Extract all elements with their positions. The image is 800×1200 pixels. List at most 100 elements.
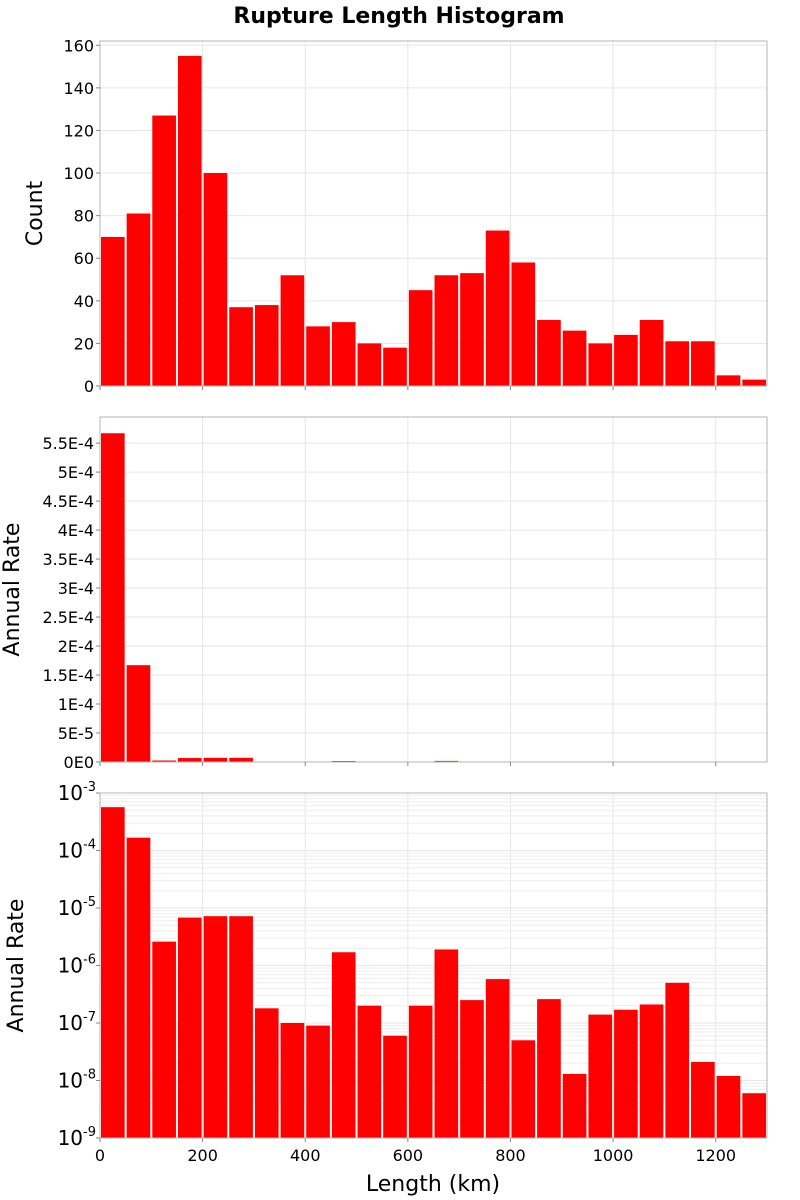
histogram-bar (742, 379, 766, 386)
y-tick-exponent: -5 (83, 895, 96, 910)
y-axis-label: Annual Rate (4, 899, 29, 1033)
histogram-bar (177, 55, 202, 386)
histogram-bar (229, 307, 253, 386)
histogram-bar (229, 757, 253, 762)
histogram-bar (408, 1005, 433, 1138)
histogram-bar (152, 760, 176, 762)
y-tick-exponent: -3 (83, 780, 96, 795)
histogram-bar (665, 982, 690, 1138)
y-tick-label: 4.5E-4 (42, 492, 94, 511)
x-tick-label: 1200 (695, 1146, 736, 1165)
x-tick-label: 800 (495, 1146, 526, 1165)
histogram-bar (254, 305, 279, 386)
histogram-bar (280, 275, 305, 386)
histogram-bar (511, 1040, 536, 1138)
histogram-bar (562, 1073, 587, 1138)
histogram-bar (357, 1005, 382, 1138)
y-tick-mantissa: 10 (58, 954, 83, 978)
histogram-bar (101, 236, 125, 386)
x-tick-label: 200 (187, 1146, 218, 1165)
y-tick-label: 100 (63, 164, 94, 183)
histogram-bar (306, 1025, 330, 1138)
histogram-bar (614, 1009, 638, 1138)
histogram-bar (434, 949, 459, 1138)
histogram-bar (177, 758, 202, 762)
y-tick-label: 10-6 (58, 953, 96, 978)
y-tick-label: 4E-4 (58, 521, 94, 540)
annual-rate-linear-panel: 0E0 5E-5 1E-4 1.5E-4 2E-4 2.5E-4 3E-4 3.5E-4 4E-… (0, 416, 768, 772)
y-tick-label: 5E-5 (58, 724, 94, 743)
histogram-bar (203, 757, 228, 762)
y-tick-label: 120 (63, 121, 94, 140)
histogram-bar (408, 290, 433, 386)
histogram-bar (588, 343, 613, 386)
histogram-bar (101, 807, 125, 1138)
histogram-bar (254, 1008, 279, 1138)
histogram-bar (434, 760, 459, 762)
y-tick-mantissa: 10 (58, 781, 83, 805)
y-tick-label: 160 (63, 36, 94, 55)
histogram-bar (537, 999, 561, 1138)
y-tick-exponent: -8 (83, 1068, 96, 1083)
histogram-bar (126, 665, 151, 762)
y-tick-exponent: -9 (83, 1125, 96, 1140)
chart-title: Rupture Length Histogram (233, 4, 564, 29)
y-tick-label: 10-7 (58, 1010, 96, 1035)
histogram-bar (177, 917, 202, 1138)
histogram-bar (331, 952, 356, 1138)
x-axis-label: Length (km) (366, 1172, 500, 1197)
x-tick-label: 400 (290, 1146, 321, 1165)
y-tick-label: 80 (74, 207, 94, 226)
histogram-bar (562, 330, 587, 386)
y-tick-label: 10-5 (58, 895, 96, 920)
y-tick-exponent: -7 (83, 1010, 96, 1025)
y-tick-label: 10-4 (58, 838, 96, 863)
x-tick-label: 1000 (593, 1146, 634, 1165)
y-tick-exponent: -4 (83, 838, 96, 853)
histogram-bar (383, 1035, 407, 1138)
histogram-bar (588, 1014, 613, 1138)
plot-frame (99, 416, 768, 763)
y-tick-label: 5.5E-4 (42, 434, 94, 453)
y-tick-label: 2.5E-4 (42, 608, 94, 627)
y-tick-mantissa: 10 (58, 1011, 83, 1035)
histogram-bar (331, 322, 356, 386)
histogram-bar (639, 1004, 664, 1138)
y-axis-label: Annual Rate (0, 523, 25, 657)
y-tick-label: 140 (63, 79, 94, 98)
histogram-bar (434, 275, 459, 386)
y-tick-label: 2E-4 (58, 637, 94, 656)
histogram-bar (691, 341, 715, 386)
histogram-bar (152, 115, 176, 386)
y-tick-label: 1E-4 (58, 695, 94, 714)
histogram-bar (383, 347, 407, 386)
y-tick-mantissa: 10 (58, 1069, 83, 1093)
y-tick-label: 0 (84, 377, 94, 396)
y-tick-label: 20 (74, 334, 94, 353)
x-tick-label: 600 (393, 1146, 424, 1165)
histogram-bar (614, 334, 638, 386)
histogram-bar (126, 837, 151, 1138)
y-tick-label: 0E0 (64, 753, 94, 772)
histogram-bar (485, 230, 510, 386)
histogram-bar (691, 1061, 715, 1138)
y-tick-label: 60 (74, 249, 94, 268)
histogram-bar (716, 375, 741, 386)
y-axis-label: Count (23, 180, 48, 246)
histogram-bar (485, 979, 510, 1138)
y-tick-label: 3.5E-4 (42, 550, 94, 569)
histogram-bar (229, 916, 253, 1138)
histogram-bar (639, 319, 664, 386)
histogram-bar (203, 173, 228, 386)
histogram-bar (742, 1093, 766, 1138)
histogram-bar (357, 343, 382, 386)
y-tick-label: 10-8 (58, 1068, 96, 1093)
histogram-bar (101, 433, 125, 762)
histogram-bar (460, 273, 484, 386)
count-panel: 0 20 40 60 80 100 120 140 160 Count (23, 36, 768, 396)
y-tick-label: 10-3 (58, 780, 96, 805)
x-tick-label: 0 (95, 1146, 105, 1165)
plot-frame (99, 40, 768, 387)
